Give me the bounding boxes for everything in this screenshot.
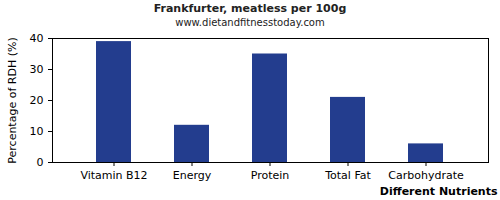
svg-text:Carbohydrate: Carbohydrate: [388, 169, 464, 182]
html-text:Frankfurter, meatless per 100g: Frankfurter, meatless per 100g: [153, 2, 347, 15]
svg-text:Percentage of RDH (%): Percentage of RDH (%): [6, 37, 19, 163]
svg-text:20: 20: [30, 94, 44, 107]
svg-text:Total Fat: Total Fat: [324, 169, 371, 182]
svg-text:30: 30: [30, 63, 44, 76]
svg-text:0: 0: [37, 156, 44, 169]
html-text:www.dietandfitnesstoday.com: www.dietandfitnesstoday.com: [175, 17, 325, 28]
svg-text:10: 10: [30, 125, 44, 138]
svg-text:Different Nutrients: Different Nutrients: [380, 185, 498, 198]
svg-text:Energy: Energy: [173, 169, 212, 182]
svg-text:40: 40: [30, 32, 44, 45]
svg-text:Protein: Protein: [251, 169, 290, 182]
svg-text:Vitamin B12: Vitamin B12: [80, 169, 147, 182]
